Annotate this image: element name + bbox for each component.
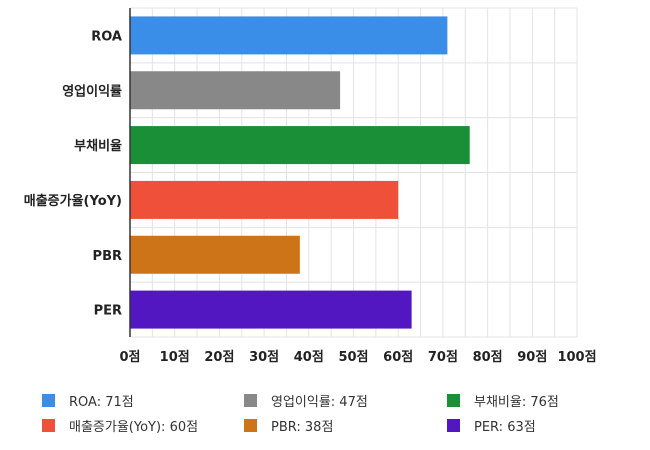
legend-swatch	[244, 394, 257, 407]
legend-swatch	[42, 419, 55, 432]
bar	[130, 290, 412, 329]
grid-lines	[129, 7, 578, 338]
x-tick-label: 10점	[160, 350, 190, 365]
bar	[130, 16, 448, 55]
x-tick-label: 30점	[249, 350, 279, 365]
category-label: 영업이익률	[62, 83, 122, 99]
x-tick-label: 100점	[557, 350, 596, 365]
legend-label: PER: 63점	[474, 420, 536, 435]
legend-swatch	[447, 394, 460, 407]
x-tick-label: 70점	[428, 350, 458, 365]
x-tick-label: 60점	[383, 350, 413, 365]
bar	[130, 126, 470, 165]
bar	[130, 180, 399, 219]
legend-swatch	[447, 419, 460, 432]
x-tick-label: 20점	[204, 350, 234, 365]
category-label: PER	[94, 304, 122, 319]
legend-swatch	[42, 394, 55, 407]
bars	[130, 16, 470, 329]
category-label: ROA	[91, 29, 122, 44]
legend-swatch	[244, 419, 257, 432]
x-tick-label: 80점	[473, 350, 503, 365]
x-tick-label: 50점	[338, 350, 368, 365]
x-tick-label: 90점	[517, 350, 547, 365]
category-label: 매출증가율(YoY)	[24, 193, 122, 209]
legend-label: 영업이익률: 47점	[271, 395, 368, 410]
x-tick-label: 40점	[294, 350, 324, 365]
category-label: PBR	[93, 249, 122, 264]
x-tick-label: 0점	[119, 350, 140, 365]
legend-label: 매출증가율(YoY): 60점	[69, 420, 198, 435]
bar	[130, 235, 300, 274]
legend-label: ROA: 71점	[69, 395, 134, 410]
legend-label: PBR: 38점	[271, 420, 333, 435]
category-label: 부채비율	[74, 138, 122, 154]
legend-label: 부채비율: 76점	[474, 395, 559, 410]
x-tick-labels: 0점 10점 20점 30점 40점 50점 60점 70점 80점 90점 100점	[119, 350, 596, 365]
bar	[130, 71, 341, 110]
